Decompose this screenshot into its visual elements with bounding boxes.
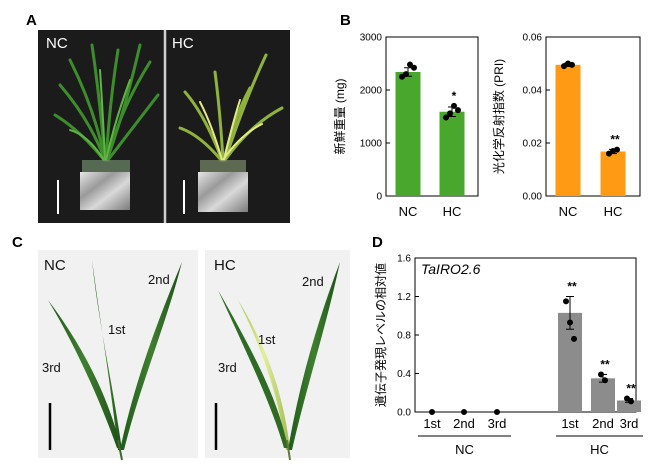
category-label: HC (604, 204, 623, 219)
category-label: NC (399, 204, 418, 219)
data-point (443, 114, 449, 121)
plot-frame (385, 36, 479, 197)
panel-letter-d: D (372, 234, 383, 251)
nc-plant: NC (46, 35, 160, 214)
photo-label-nc: NC (46, 35, 68, 52)
significance-mark: * (452, 89, 457, 103)
nc-leaf-label-second: 2nd (148, 272, 170, 287)
significance-mark: ** (610, 132, 620, 146)
y-tick-label: 2000 (360, 86, 383, 97)
y-tick-label: 0.0 (397, 408, 411, 419)
category-label: 2nd (592, 416, 614, 431)
data-point (569, 61, 575, 68)
y-axis-label: 光化学反射指数 (PRI) (491, 59, 506, 174)
hc-leaf-label-third: 3rd (218, 360, 237, 375)
category-label: 3rd (620, 416, 639, 431)
category-label: 2nd (453, 416, 475, 431)
chart-title: TaIRO2.6 (421, 261, 481, 277)
nc-foil-pot (80, 172, 130, 210)
data-point (614, 146, 620, 153)
significance-mark: ** (626, 382, 636, 396)
hc-plant: HC (172, 35, 284, 214)
plot-frame (545, 36, 641, 197)
chart-fresh-weight: 0 1000 2000 3000 新鮮重量 (mg) NC * HC (332, 33, 479, 219)
bar (591, 378, 615, 412)
y-axis-label: 新鮮重量 (mg) (332, 78, 347, 154)
hc-leaves: HC 1st 2nd 3rd (214, 257, 340, 461)
y-tick-label: 0.00 (523, 192, 543, 203)
y-tick-label: 1.2 (397, 292, 411, 303)
nc-leaf-label-third: 3rd (42, 360, 61, 375)
y-tick-label: 0 (376, 192, 382, 203)
category-label: NC (559, 204, 578, 219)
nc-leaf-first (92, 260, 122, 450)
data-point (461, 409, 467, 415)
nc-leaves: NC 1st 2nd 3rd (42, 257, 182, 461)
data-point (628, 398, 634, 405)
data-point (429, 409, 435, 415)
significance-mark: ** (600, 357, 610, 371)
y-tick-label: 0.06 (523, 33, 543, 44)
bar (600, 151, 626, 196)
data-point (451, 102, 457, 109)
bar (555, 64, 581, 196)
data-point (563, 298, 569, 305)
leaf-label-hc: HC (214, 257, 236, 274)
y-tick-label: 1.6 (397, 254, 411, 265)
photo-label-hc: HC (172, 35, 194, 52)
y-axis-label: 遺伝子発現レベルの相対値 (373, 263, 388, 407)
y-tick-label: 0.8 (397, 331, 411, 342)
category-label: 1st (423, 416, 441, 431)
data-point (407, 61, 413, 68)
chart-pri: 0.00 0.02 0.04 0.06 光化学反射指数 (PRI) NC ** HC (491, 33, 641, 219)
category-label: HC (443, 204, 462, 219)
nc-leaf-third (48, 300, 121, 448)
data-point (602, 377, 608, 384)
hc-leaf-label-first: 1st (258, 332, 276, 347)
y-tick-label: 0.4 (397, 369, 411, 380)
nc-leaf-second (120, 262, 182, 450)
panel-letter-c: C (12, 234, 23, 251)
bar (395, 71, 421, 196)
hc-leaf-label-second: 2nd (302, 274, 324, 289)
hc-foil-pot (198, 172, 248, 212)
data-point (571, 335, 577, 342)
category-label: 3rd (488, 416, 507, 431)
nc-leaf-background (38, 250, 198, 458)
data-point (403, 71, 409, 78)
y-tick-label: 3000 (360, 33, 383, 44)
bar (617, 400, 641, 412)
nc-leaf-label-first: 1st (108, 322, 126, 337)
data-point (455, 107, 461, 114)
leaf-label-nc: NC (44, 257, 66, 274)
panel-letter-a: A (26, 12, 37, 29)
bar (439, 111, 465, 196)
group-label: HC (590, 442, 609, 457)
hc-leaf-third (218, 290, 288, 448)
panel-c-photo: NC 1st 2nd 3rd HC 1st 2nd 3rd (38, 250, 350, 461)
data-point (494, 409, 500, 415)
chart-expression: 0.0 0.4 0.8 1.2 1.6 遺伝子発現レベルの相対値 1st 2nd 3rd ** 1s… (373, 254, 643, 457)
category-label: 1st (561, 416, 579, 431)
y-tick-label: 0.02 (523, 139, 543, 150)
y-tick-label: 1000 (360, 139, 383, 150)
significance-mark: ** (567, 280, 577, 294)
data-point (447, 110, 453, 117)
group-label: NC (455, 442, 474, 457)
data-point (567, 319, 573, 326)
data-point (411, 64, 417, 71)
data-point (598, 371, 604, 378)
y-tick-label: 0.04 (523, 86, 543, 97)
panel-a-photo: NC HC (38, 30, 290, 223)
hc-leaf-second (288, 262, 340, 450)
panel-letter-b: B (340, 12, 351, 29)
